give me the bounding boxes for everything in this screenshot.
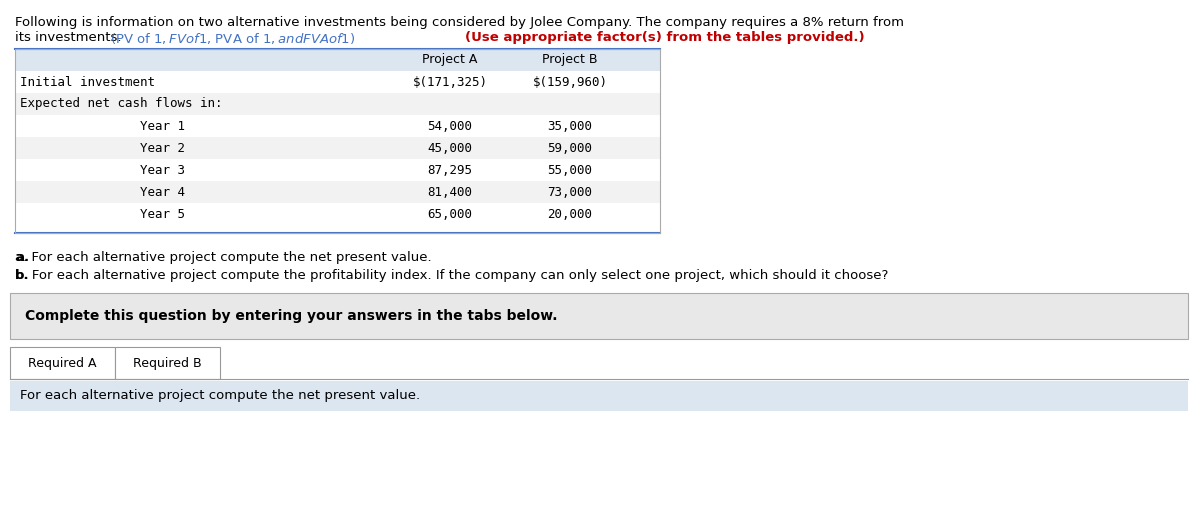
Text: 59,000: 59,000 [547,141,593,155]
Text: Year 4: Year 4 [140,185,185,199]
Text: $(171,325): $(171,325) [413,75,487,89]
Text: Required B: Required B [133,356,202,370]
FancyBboxPatch shape [115,347,220,379]
FancyBboxPatch shape [14,115,660,137]
FancyBboxPatch shape [14,49,660,71]
Text: $(159,960): $(159,960) [533,75,607,89]
Text: 65,000: 65,000 [427,208,473,220]
Text: Project A: Project A [422,54,478,66]
Text: (PV of $1, FV of $1, PVA of $1, and FVA of $1): (PV of $1, FV of $1, PVA of $1, and FVA … [110,31,355,46]
Text: Expected net cash flows in:: Expected net cash flows in: [20,98,222,110]
Text: Project B: Project B [542,54,598,66]
FancyBboxPatch shape [14,159,660,181]
Text: Required A: Required A [29,356,97,370]
Text: Complete this question by entering your answers in the tabs below.: Complete this question by entering your … [25,309,558,323]
Text: 87,295: 87,295 [427,164,473,176]
FancyBboxPatch shape [14,225,660,233]
Text: Year 2: Year 2 [140,141,185,155]
Text: 55,000: 55,000 [547,164,593,176]
FancyBboxPatch shape [14,181,660,203]
Text: (Use appropriate factor(s) from the tables provided.): (Use appropriate factor(s) from the tabl… [466,31,865,44]
FancyBboxPatch shape [14,93,660,115]
Text: 81,400: 81,400 [427,185,473,199]
Text: 45,000: 45,000 [427,141,473,155]
FancyBboxPatch shape [10,347,115,379]
Text: 35,000: 35,000 [547,119,593,133]
Text: Following is information on two alternative investments being considered by Jole: Following is information on two alternat… [14,16,904,29]
Text: Year 5: Year 5 [140,208,185,220]
FancyBboxPatch shape [10,381,1188,411]
Text: its investments.: its investments. [14,31,121,44]
Text: 54,000: 54,000 [427,119,473,133]
Text: 73,000: 73,000 [547,185,593,199]
Text: Year 1: Year 1 [140,119,185,133]
Text: a. For each alternative project compute the net present value.: a. For each alternative project compute … [14,251,432,264]
Text: b. For each alternative project compute the profitability index. If the company : b. For each alternative project compute … [14,269,888,282]
FancyBboxPatch shape [10,293,1188,339]
FancyBboxPatch shape [14,71,660,93]
Text: Year 3: Year 3 [140,164,185,176]
Text: a.: a. [14,251,29,264]
Text: Initial investment: Initial investment [20,75,155,89]
Text: b.: b. [14,269,30,282]
Text: For each alternative project compute the net present value.: For each alternative project compute the… [20,390,420,402]
FancyBboxPatch shape [14,203,660,225]
Text: 20,000: 20,000 [547,208,593,220]
FancyBboxPatch shape [14,137,660,159]
